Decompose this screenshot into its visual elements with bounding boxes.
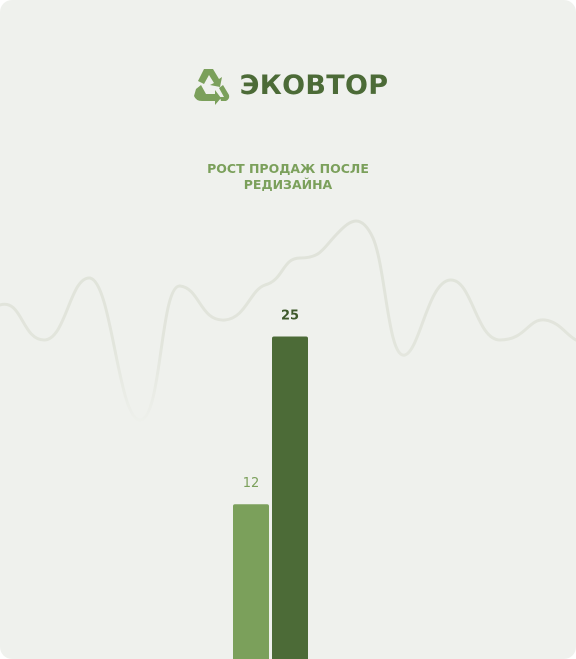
chart-title-line-1: РОСТ ПРОДАЖ ПОСЛЕ: [207, 161, 369, 176]
bar-1: [233, 504, 269, 659]
bar-2-value-label: 25: [281, 309, 299, 324]
brand-logo: ЭКОВТОР: [0, 62, 576, 108]
recycle-icon: [193, 69, 229, 105]
decorative-wave-line: [0, 219, 576, 422]
bar-1-value-label: 12: [243, 476, 260, 491]
chart-title-line-2: РЕДИЗАЙНА: [243, 177, 333, 192]
brand-name: ЭКОВТОР: [239, 69, 389, 101]
bar-2: [272, 336, 308, 659]
chart-title: РОСТ ПРОДАЖ ПОСЛЕ РЕДИЗАЙНА: [0, 161, 576, 193]
bars-layer: 12 25: [233, 309, 308, 659]
